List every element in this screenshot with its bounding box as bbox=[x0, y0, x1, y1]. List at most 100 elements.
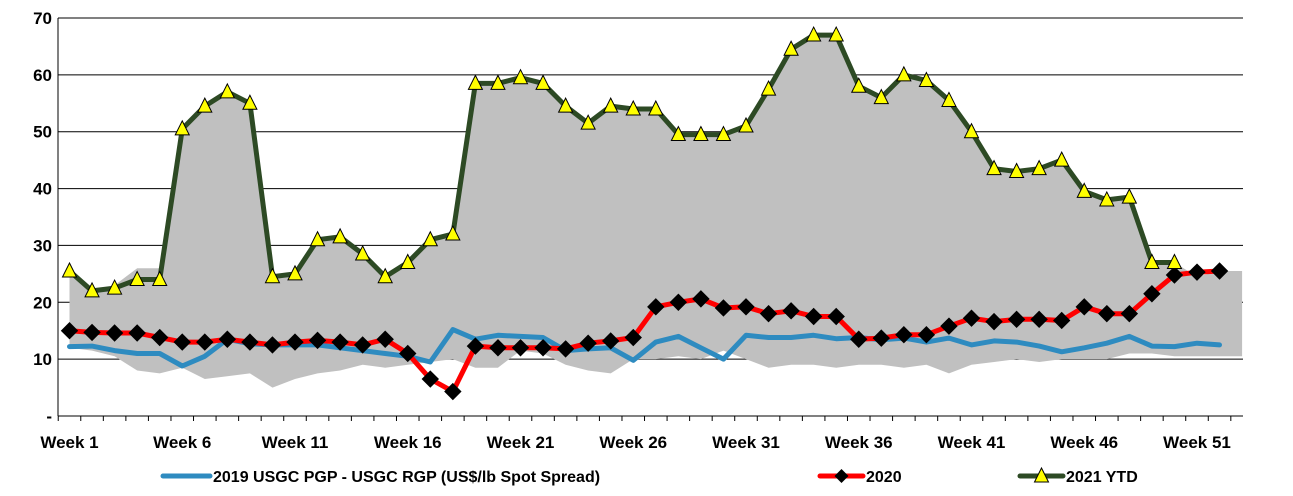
point-2020 bbox=[308, 331, 327, 350]
series-markers bbox=[60, 25, 1229, 401]
point-2021-ytd bbox=[1053, 151, 1070, 167]
point-2020 bbox=[466, 337, 485, 355]
point-2020 bbox=[556, 340, 575, 358]
point-2021-ytd bbox=[287, 264, 303, 281]
x-tick-label: Week 31 bbox=[712, 433, 780, 452]
point-2020 bbox=[850, 330, 868, 348]
point-2021-ytd bbox=[1098, 190, 1115, 207]
point-2020 bbox=[511, 339, 530, 357]
x-tick-label: Week 36 bbox=[825, 433, 893, 452]
point-2020 bbox=[1030, 310, 1048, 329]
y-tick-label: 70 bbox=[33, 9, 52, 28]
point-2020 bbox=[1188, 263, 1206, 281]
legend-label-2: 2021 YTD bbox=[1066, 469, 1138, 486]
point-2021-ytd bbox=[828, 25, 845, 42]
point-2020 bbox=[624, 328, 642, 347]
point-2021-ytd bbox=[986, 159, 1002, 176]
point-2021-ytd bbox=[377, 267, 394, 284]
point-2020 bbox=[1075, 298, 1093, 316]
point-2021-ytd bbox=[760, 79, 777, 96]
point-2020 bbox=[399, 344, 417, 363]
y-axis-labels: - 10 20 30 40 50 60 70 bbox=[33, 9, 52, 426]
point-2021-ytd bbox=[309, 230, 326, 247]
point-2020 bbox=[1007, 310, 1026, 329]
x-tick-label: Week 46 bbox=[1050, 433, 1118, 452]
point-2021-ytd bbox=[805, 25, 822, 42]
point-2021-ytd bbox=[151, 270, 168, 287]
x-tick-label: Week 6 bbox=[153, 433, 211, 452]
point-2021-ytd bbox=[242, 94, 258, 110]
legend-marker-triangle bbox=[1033, 466, 1050, 483]
point-2021-ytd bbox=[647, 99, 664, 116]
point-2020 bbox=[579, 334, 597, 352]
point-2021-ytd bbox=[557, 97, 574, 113]
point-2020 bbox=[421, 370, 440, 388]
point-2020 bbox=[263, 336, 282, 354]
point-2020 bbox=[895, 325, 913, 344]
point-2020 bbox=[353, 336, 372, 354]
point-2021-ytd bbox=[783, 40, 799, 56]
point-2020 bbox=[647, 298, 665, 316]
point-2020 bbox=[489, 339, 507, 357]
x-axis-ticks bbox=[57, 416, 1232, 421]
y-tick-label: - bbox=[46, 407, 52, 426]
legend-marker-diamond bbox=[834, 469, 849, 483]
point-2020 bbox=[985, 312, 1003, 331]
point-2020 bbox=[804, 307, 823, 326]
point-2020 bbox=[1052, 311, 1071, 330]
point-2021-ytd bbox=[1008, 162, 1025, 179]
point-2021-ytd bbox=[625, 99, 642, 116]
point-2021-ytd bbox=[1076, 182, 1093, 198]
y-tick-label: 40 bbox=[33, 180, 52, 199]
point-2021-ytd bbox=[1121, 187, 1138, 204]
point-2020 bbox=[286, 333, 304, 351]
point-2020 bbox=[128, 324, 146, 342]
point-2020 bbox=[782, 302, 800, 320]
point-2021-ytd bbox=[602, 97, 619, 113]
x-tick-label: Week 11 bbox=[262, 433, 329, 452]
y-tick-label: 60 bbox=[33, 66, 52, 85]
legend: 2019 USGC PGP - USGC RGP (US$/lb Spot Sp… bbox=[160, 466, 1138, 486]
point-2020 bbox=[241, 333, 259, 351]
series-line-1 bbox=[67, 268, 1222, 395]
legend-label-1: 2020 bbox=[866, 469, 902, 486]
point-2020 bbox=[60, 322, 79, 340]
point-2021-ytd bbox=[354, 244, 371, 261]
point-2021-ytd bbox=[1031, 159, 1047, 176]
point-2021-ytd bbox=[896, 65, 912, 82]
point-2020 bbox=[1098, 304, 1116, 323]
point-2021-ytd bbox=[490, 74, 506, 90]
point-2020 bbox=[83, 323, 101, 342]
x-tick-label: Week 51 bbox=[1163, 433, 1231, 452]
point-2021-ytd bbox=[332, 227, 348, 244]
point-2020 bbox=[669, 293, 688, 311]
series-line-2 bbox=[67, 32, 1177, 294]
x-tick-label: Week 21 bbox=[487, 433, 555, 452]
point-2020 bbox=[444, 382, 462, 401]
point-2020 bbox=[105, 324, 124, 342]
point-2021-ytd bbox=[738, 116, 754, 133]
point-2020 bbox=[601, 332, 620, 350]
point-2021-ytd bbox=[580, 114, 596, 130]
point-2020 bbox=[759, 304, 778, 323]
point-2020 bbox=[150, 328, 169, 347]
point-2021-ytd bbox=[850, 77, 867, 93]
point-2020 bbox=[1120, 304, 1139, 323]
point-2021-ytd bbox=[693, 125, 709, 142]
y-tick-label: 10 bbox=[33, 350, 52, 369]
point-2021-ytd bbox=[84, 281, 100, 298]
x-tick-label: Week 16 bbox=[374, 433, 442, 452]
y-tick-label: 50 bbox=[33, 123, 52, 142]
x-tick-label: Week 26 bbox=[599, 433, 667, 452]
point-2020 bbox=[962, 309, 981, 327]
point-2021-ytd bbox=[399, 253, 416, 269]
point-2021-ytd bbox=[174, 119, 191, 136]
point-2021-ytd bbox=[445, 224, 461, 241]
point-2021-ytd bbox=[129, 270, 145, 287]
point-2021-ytd bbox=[467, 74, 484, 90]
range-band bbox=[69, 35, 1243, 388]
point-2021-ytd bbox=[941, 91, 957, 107]
point-2020 bbox=[376, 330, 394, 348]
x-tick-label: Week 1 bbox=[40, 433, 98, 452]
